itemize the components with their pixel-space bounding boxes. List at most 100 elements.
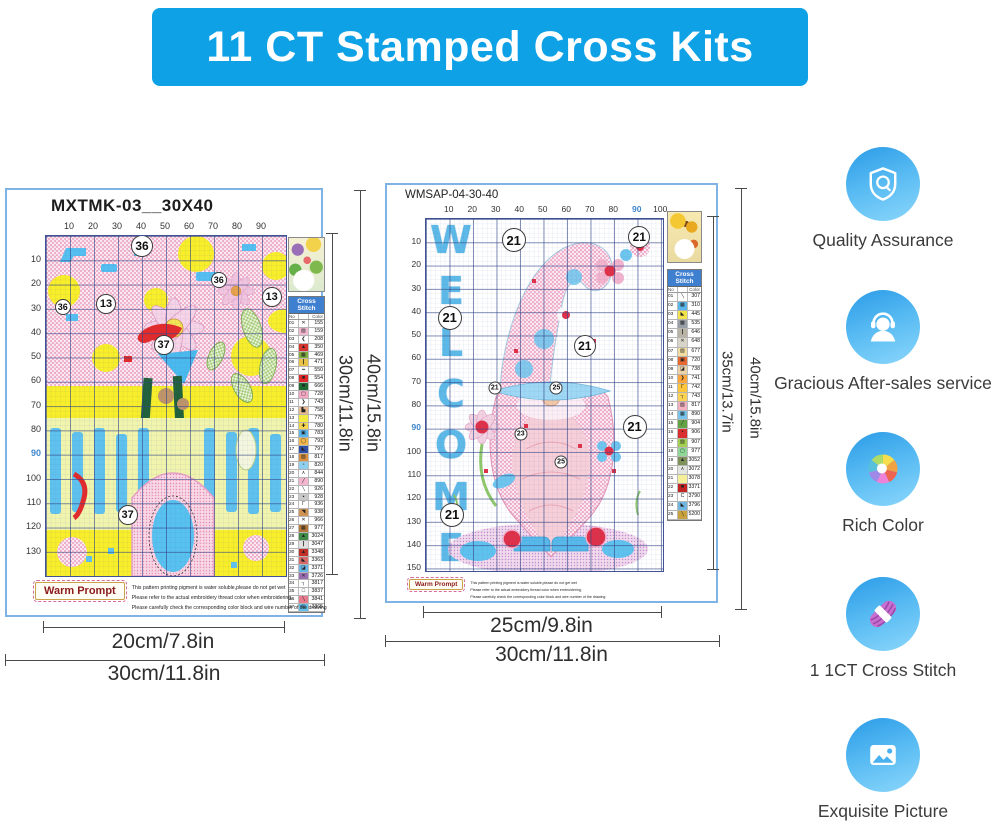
- left-pattern-panel: MXTMK-03__30X40 10 20 30 40 50 60 70 80 90 10 20 3…: [5, 188, 327, 617]
- thread-symbol-swatch: ▦: [299, 525, 309, 533]
- feature-badge-picture: [846, 718, 920, 792]
- thread-symbol-swatch: ◣: [678, 502, 688, 511]
- legend-row: 25 ◥ 938: [289, 509, 324, 518]
- axis-label: 10: [30, 254, 41, 264]
- thread-symbol-swatch: ■: [299, 375, 309, 383]
- warm-prompt-lines: This pattern printing pigment is water s…: [132, 582, 327, 613]
- axis-label: 30: [411, 282, 421, 293]
- axis-label: 60: [561, 204, 571, 214]
- thread-symbol-swatch: ◪: [299, 564, 309, 572]
- color-wheel-icon: [868, 454, 898, 484]
- axis-label: 70: [30, 399, 41, 410]
- axis-label: 20: [30, 278, 41, 289]
- legend-row: 35 □ 3837: [289, 588, 324, 597]
- right-inner-height-label: 35cm/13.7in: [718, 351, 736, 433]
- right-pattern-code: WMSAP-04-30-40: [405, 189, 499, 201]
- thread-symbol-swatch: C: [678, 493, 688, 502]
- axis-label: 70: [585, 204, 595, 214]
- feature-label-thread: 1 1CT Cross Stitch: [809, 660, 957, 680]
- legend-row: 01 ╲ 307: [668, 293, 701, 303]
- thread-symbol-swatch: ▨: [299, 327, 309, 335]
- legend-row: 02 ▨ 159: [289, 327, 324, 336]
- feature-badge-service: [846, 290, 920, 364]
- thread-symbol-swatch: ❯: [299, 398, 309, 406]
- left-color-legend: Cross Stitch No Color 01 ✕ 155 02 ▨: [288, 296, 325, 613]
- legend-row: 01 ✕ 155: [289, 320, 324, 328]
- legend-row: 19 ▫ 820: [289, 462, 324, 470]
- axis-label: 10: [63, 221, 74, 231]
- warm-prompt-lines: This pattern printing pigment is water s…: [470, 579, 605, 600]
- axis-label: 50: [538, 204, 548, 214]
- axis-label: 150: [406, 562, 421, 573]
- legend-row: 12 ┐ 743: [668, 393, 701, 403]
- legend-row: 15 ▣ 783: [289, 430, 324, 439]
- axis-label: 20: [87, 221, 98, 231]
- thread-symbol-swatch: ▨: [299, 454, 309, 462]
- axis-label: 80: [608, 204, 618, 214]
- thread-symbol-swatch: ▙: [299, 406, 309, 414]
- axis-label: 110: [407, 468, 421, 479]
- axis-label: 20: [411, 259, 421, 270]
- left-pattern-y-axis: 10 20 30 40 50 60 70 80 90 100 110 120 130: [15, 247, 41, 563]
- left-pattern-chart: 36 36 13 36 13 37 37: [45, 235, 287, 577]
- axis-label: 100: [25, 472, 41, 483]
- thread-symbol-swatch: □: [299, 588, 309, 596]
- warm-prompt-label: Warm Prompt: [406, 577, 466, 592]
- legend-row: 14 ✚ 780: [289, 422, 324, 431]
- right-inner-height-dimension-line: [707, 216, 719, 570]
- axis-label: 80: [231, 221, 242, 231]
- axis-label: 70: [411, 375, 421, 386]
- axis-label: 70: [207, 221, 218, 231]
- thread-symbol-swatch: ❮: [299, 335, 309, 343]
- thread-symbol-swatch: ━: [299, 367, 309, 375]
- right-pattern-panel: WMSAP-04-30-40 10 20 30 40 50 60 70 80 90 100 10 2…: [385, 183, 718, 603]
- legend-row: 13 775: [289, 414, 324, 423]
- thread-symbol-swatch: ▨: [678, 347, 688, 356]
- thread-symbol-swatch: ▤: [299, 604, 309, 611]
- axis-label: 30: [30, 302, 41, 313]
- thread-symbol-swatch: ✕: [678, 338, 688, 347]
- warm-prompt-line: This pattern printing pigment is water s…: [470, 581, 577, 585]
- legend-row: 26 ✕ 966: [289, 517, 324, 526]
- axis-label: 40: [30, 326, 41, 337]
- gnome-pattern-art: [448, 237, 650, 571]
- picture-icon: [870, 745, 896, 765]
- axis-label: 40: [411, 305, 421, 316]
- legend-row: 27 ▦ 977: [289, 525, 324, 534]
- thread-symbol-swatch: ╲: [678, 511, 688, 520]
- axis-label: 140: [406, 538, 421, 549]
- thread-symbol-swatch: ╱: [678, 420, 688, 429]
- feature-label-quality: Quality Assurance: [812, 230, 954, 250]
- thread-symbol-swatch: ▦: [678, 411, 688, 420]
- left-outer-height-dimension-line: [354, 190, 366, 619]
- left-inner-width-dimension-line: [43, 621, 285, 633]
- thread-symbol-swatch: ╲: [299, 596, 309, 604]
- thread-symbol-swatch: ❯: [678, 374, 688, 383]
- axis-label: 90: [30, 448, 41, 459]
- legend-row: 37 ▤ 3865: [289, 604, 324, 612]
- legend-row: 18 ▢ 977: [668, 447, 701, 457]
- thread-symbol-swatch: ▣: [299, 430, 309, 438]
- left-inner-height-label: 30cm/11.8in: [335, 354, 356, 452]
- right-pattern-chart: WELCOME: [425, 218, 664, 572]
- legend-row: 20 ∧ 844: [289, 469, 324, 478]
- axis-label: 130: [25, 545, 41, 556]
- legend-row: 05 ▦ 469: [289, 351, 324, 360]
- feature-label-service: Gracious After-sales service: [774, 373, 992, 393]
- axis-label: 90: [632, 204, 642, 214]
- feature-label-color: Rich Color: [842, 515, 924, 535]
- warm-prompt-label: Warm Prompt: [33, 580, 127, 602]
- axis-label: 50: [411, 329, 421, 340]
- warm-prompt-line: Please carefully check the corresponding…: [131, 605, 327, 612]
- thread-symbol-swatch: ▪: [299, 493, 309, 501]
- banner: 11 CT Stamped Cross Kits: [152, 8, 808, 86]
- legend-row: 24 Γ 936: [289, 501, 324, 510]
- legend-row: 02 ▦ 310: [668, 302, 701, 312]
- legend-row: 23 ▪ 928: [289, 493, 324, 502]
- legend-row: 06 ✕ 648: [668, 338, 701, 348]
- thread-symbol-swatch: ◥: [299, 509, 309, 517]
- warm-prompt-line: This pattern printing pigment is water s…: [131, 585, 286, 591]
- thread-symbol-swatch: Γ: [678, 383, 688, 393]
- axis-label: 40: [135, 221, 146, 231]
